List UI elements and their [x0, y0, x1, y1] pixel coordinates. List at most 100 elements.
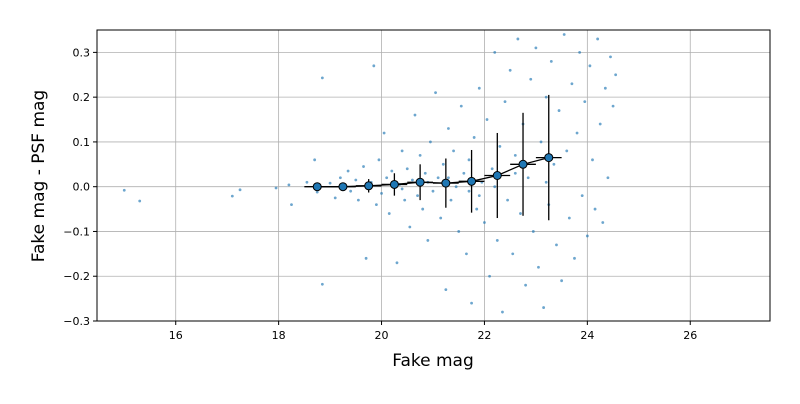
point — [573, 256, 576, 260]
point — [429, 140, 432, 144]
y-tick-label: 0.3 — [73, 46, 91, 59]
point — [333, 196, 337, 200]
point — [390, 169, 394, 173]
point — [421, 207, 425, 211]
point — [354, 178, 358, 182]
point — [467, 158, 471, 162]
point — [462, 171, 466, 175]
point — [596, 37, 600, 41]
point — [320, 76, 324, 80]
point — [511, 252, 515, 256]
point — [485, 118, 489, 121]
point — [588, 64, 592, 68]
x-tick-label: 26 — [683, 329, 697, 342]
point — [449, 198, 453, 202]
mean-point — [415, 177, 425, 187]
point — [403, 198, 407, 202]
x-tick-label: 24 — [580, 329, 594, 342]
point — [385, 176, 389, 180]
point — [290, 203, 293, 207]
point — [537, 265, 540, 269]
point — [503, 100, 507, 104]
x-tick-label: 16 — [169, 329, 183, 342]
point — [483, 221, 486, 224]
point — [349, 189, 353, 193]
y-tick-label: −0.2 — [63, 270, 90, 283]
point — [287, 183, 291, 187]
point — [552, 162, 556, 166]
point — [436, 176, 440, 180]
point — [315, 190, 319, 194]
point — [377, 158, 381, 162]
point — [364, 256, 368, 260]
point — [598, 122, 602, 126]
x-tick-label: 22 — [477, 329, 491, 342]
point — [495, 239, 499, 242]
point — [534, 46, 538, 50]
point — [465, 252, 468, 256]
point — [447, 127, 450, 130]
point — [423, 171, 427, 175]
point — [416, 194, 419, 198]
point — [380, 192, 383, 195]
point — [346, 169, 350, 173]
point — [488, 274, 491, 278]
y-tick-label: −0.1 — [63, 225, 90, 238]
point — [405, 167, 409, 171]
point — [531, 230, 535, 233]
point — [441, 162, 445, 166]
point — [506, 198, 509, 202]
point — [524, 283, 528, 287]
point — [477, 194, 481, 198]
point — [611, 104, 615, 108]
point — [400, 187, 404, 191]
point — [434, 91, 437, 95]
point — [238, 188, 242, 192]
point — [457, 230, 461, 233]
y-tick-label: 0.2 — [73, 91, 91, 104]
point — [418, 153, 422, 157]
point — [601, 221, 605, 224]
x-tick-label: 20 — [375, 329, 389, 342]
point — [356, 198, 360, 202]
point — [447, 176, 450, 180]
x-axis-label: Fake mag — [392, 351, 474, 371]
point — [408, 225, 412, 229]
point — [490, 167, 494, 171]
point — [467, 189, 471, 193]
point — [567, 216, 571, 220]
point — [444, 288, 448, 292]
point — [513, 153, 517, 157]
point — [603, 86, 607, 90]
point — [575, 131, 579, 135]
point — [609, 55, 612, 59]
point — [382, 131, 386, 135]
point — [555, 243, 558, 247]
mean-point — [492, 171, 502, 180]
point — [470, 301, 473, 305]
point — [565, 149, 569, 153]
point — [562, 33, 566, 36]
point — [501, 310, 504, 314]
point — [439, 216, 443, 220]
mean-point — [518, 159, 528, 169]
y-tick-label: −0.3 — [63, 315, 90, 328]
point — [593, 207, 597, 211]
point — [395, 261, 399, 265]
point — [498, 145, 502, 148]
point — [320, 282, 324, 286]
point — [529, 77, 533, 81]
point — [413, 113, 417, 117]
mean-point — [467, 176, 477, 186]
point — [459, 104, 463, 108]
x-tick-label: 18 — [272, 329, 286, 342]
point — [544, 95, 548, 99]
point — [513, 171, 517, 175]
point — [328, 181, 332, 185]
point — [477, 86, 481, 90]
point — [411, 178, 414, 182]
point — [544, 180, 548, 184]
plot-frame — [96, 29, 771, 322]
point — [338, 176, 342, 180]
